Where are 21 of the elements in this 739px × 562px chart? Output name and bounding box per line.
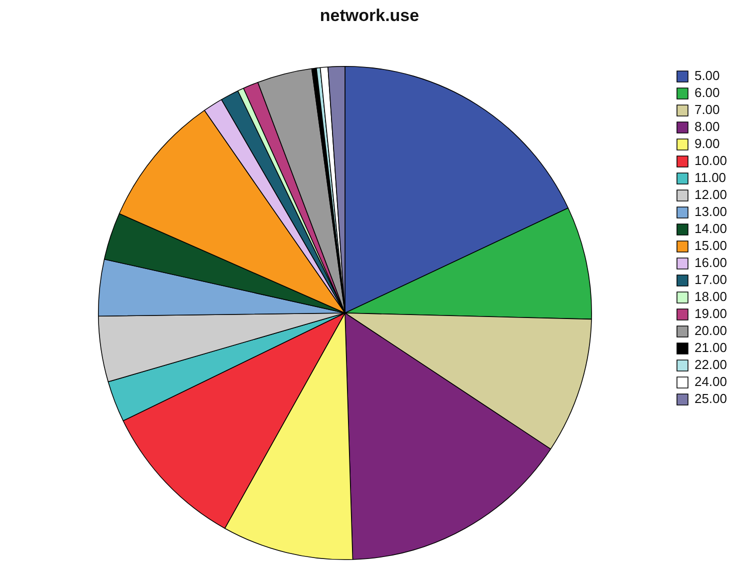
legend-label: 10.00 — [694, 153, 728, 168]
legend-label: 21.00 — [694, 340, 728, 356]
legend-label: 5.00 — [694, 68, 720, 84]
legend-label: 18.00 — [694, 289, 728, 304]
legend-label: 22.00 — [694, 357, 728, 372]
legend-label: 17.00 — [694, 272, 728, 288]
legend-label: 9.00 — [694, 136, 720, 152]
chart-title: network.use — [318, 6, 420, 26]
legend-label: 14.00 — [694, 221, 728, 236]
legend-label: 25.00 — [694, 391, 728, 406]
legend-label: 6.00 — [694, 85, 720, 100]
legend-label: 13.00 — [694, 204, 728, 220]
legend-label: 20.00 — [694, 323, 728, 338]
legend-label: 24.00 — [694, 374, 728, 390]
legend-label: 11.00 — [694, 170, 726, 186]
legend-label: 12.00 — [694, 187, 728, 202]
legend-label: 8.00 — [694, 119, 720, 134]
legend-label: 19.00 — [694, 306, 728, 322]
legend-label: 15.00 — [694, 238, 728, 254]
legend-label: 16.00 — [694, 255, 728, 270]
legend-label: 7.00 — [694, 102, 720, 118]
